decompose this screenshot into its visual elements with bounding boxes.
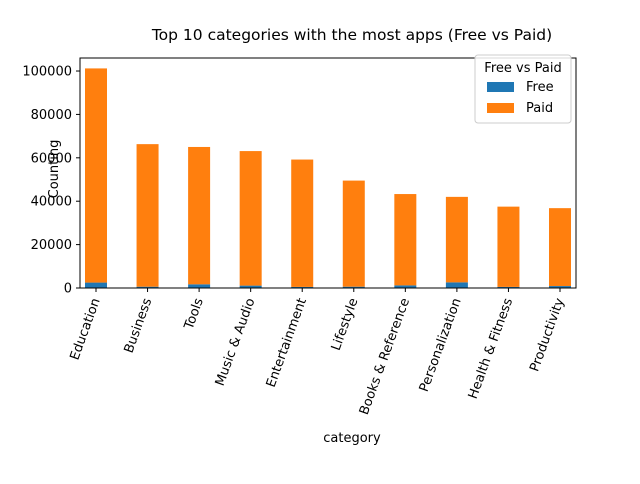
bar-paid-0 — [85, 68, 107, 283]
y-tick-label: 80000 — [31, 108, 72, 123]
chart-title: Top 10 categories with the most apps (Fr… — [151, 26, 552, 44]
y-tick-label: 40000 — [31, 195, 72, 210]
y-tick-label: 100000 — [22, 65, 72, 80]
bar-paid-2 — [188, 146, 211, 285]
bar-free-9 — [549, 286, 571, 288]
legend-title: Free vs Paid — [484, 61, 561, 76]
bar-free-2 — [188, 284, 211, 288]
bar-free-0 — [85, 282, 107, 288]
legend: Free vs Paid Free Paid — [474, 54, 572, 124]
y-tick-label: 20000 — [31, 238, 72, 253]
plot-frame — [79, 57, 577, 289]
bar-paid-6 — [394, 194, 417, 286]
y-tick-label: 0 — [64, 282, 72, 297]
bar-paid-8 — [497, 206, 520, 287]
bar-paid-3 — [239, 151, 262, 286]
bars-layer — [85, 68, 571, 288]
bar-paid-9 — [549, 208, 571, 287]
bar-free-3 — [239, 285, 262, 288]
x-axis-label: category — [323, 431, 381, 446]
bar-paid-4 — [291, 159, 314, 287]
bar-paid-1 — [136, 144, 159, 287]
bar-free-4 — [291, 286, 314, 288]
legend-swatch-paid — [487, 103, 514, 113]
bar-free-1 — [136, 286, 159, 288]
bar-free-6 — [394, 285, 417, 288]
bar-paid-5 — [342, 180, 365, 287]
y-axis-label: Counting — [47, 140, 62, 199]
legend-label-free: Free — [526, 80, 554, 95]
y-axis: 0 20000 40000 60000 80000 100000 — [22, 65, 80, 297]
bar-free-7 — [445, 282, 468, 288]
bar-paid-7 — [445, 196, 468, 283]
legend-swatch-free — [487, 82, 514, 92]
bar-free-8 — [497, 286, 520, 288]
y-tick-label: 60000 — [31, 151, 72, 166]
bar-free-5 — [342, 286, 365, 288]
legend-label-paid: Paid — [526, 101, 553, 116]
